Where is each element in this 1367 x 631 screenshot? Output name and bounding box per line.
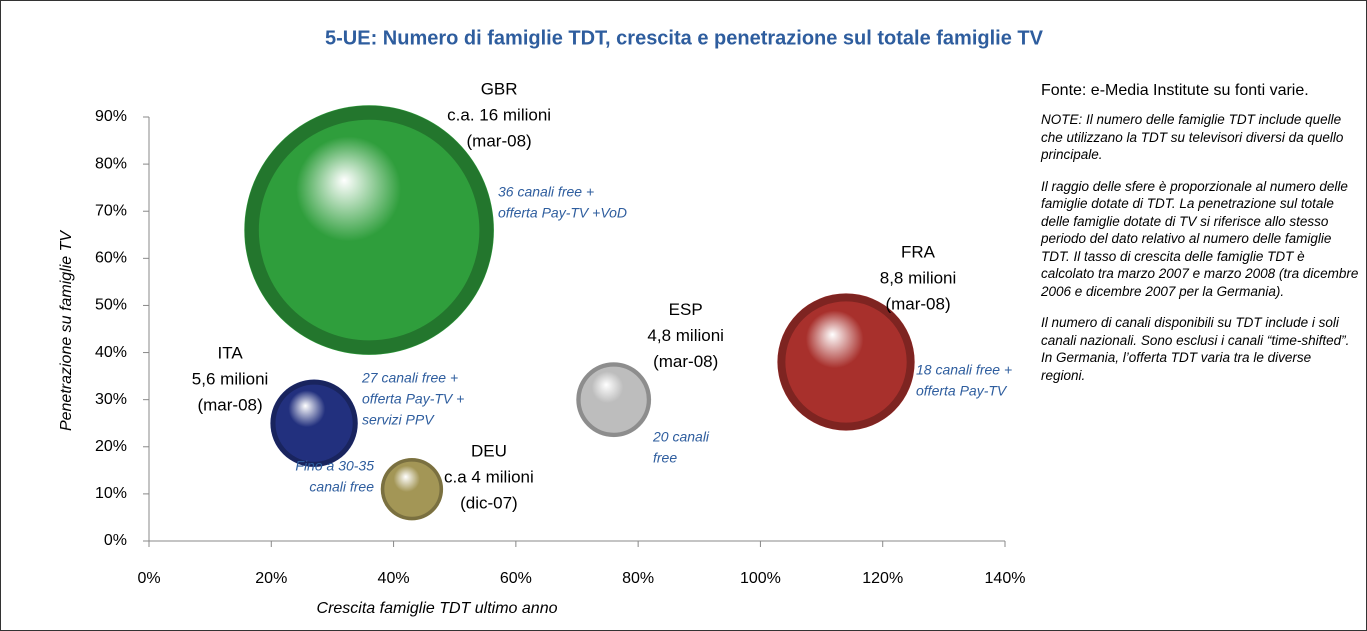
x-tick-label: 20% [255,570,287,587]
bubble [381,458,443,520]
x-tick-label: 100% [740,570,781,587]
bubble-note: Fino a 30-35 [295,458,374,474]
bubble-note: servizi PPV [362,412,435,428]
bubble-name: FRA [901,242,936,261]
bubble-date: (dic-07) [460,494,518,513]
y-tick-label: 10% [95,485,127,502]
y-axis-label: Penetrazione su famiglie TV [58,230,75,431]
bubble-note: free [653,450,677,466]
x-tick-label: 40% [378,570,410,587]
bubble-date: (mar-08) [467,132,532,151]
bubble-size-label: 4,8 milioni [647,326,724,345]
bubble-size-label: 8,8 milioni [880,268,957,287]
notes-panel: Fonte: e-Media Institute su fonti varie.… [1041,81,1359,398]
y-tick-label: 80% [95,155,127,172]
y-tick-label: 30% [95,391,127,408]
bubble [576,362,651,437]
chart-title: 5-UE: Numero di famiglie TDT, crescita e… [325,27,1044,49]
y-tick-label: 90% [95,108,127,125]
bubble-size-label: 5,6 milioni [192,370,269,389]
note: Il raggio delle sfere è proporzionale al… [1041,178,1359,301]
bubble-date: (mar-08) [197,396,262,415]
note: Il numero di canali disponibili su TDT i… [1041,314,1359,384]
x-tick-label: 140% [985,570,1026,587]
x-tick-label: 0% [137,570,160,587]
source: Fonte: e-Media Institute su fonti varie. [1041,81,1359,101]
y-tick-label: 40% [95,344,127,361]
bubble-note: 20 canali [652,429,710,445]
x-axis-label: Crescita famiglie TDT ultimo anno [317,600,558,617]
bubble-name: ESP [669,300,703,319]
bubble [777,293,914,430]
bubble-size-label: c.a. 16 milioni [447,106,551,125]
y-tick-label: 20% [95,438,127,455]
x-tick-label: 60% [500,570,532,587]
bubble-name: ITA [217,344,243,363]
page: 5-UE: Numero di famiglie TDT, crescita e… [0,0,1367,631]
bubble-note: offerta Pay-TV [916,383,1008,399]
x-tick-label: 120% [862,570,903,587]
bubble-size-label: c.a 4 milioni [444,468,534,487]
bubble-note: offerta Pay-TV + [362,391,464,407]
bubble-note: 36 canali free + [498,184,594,200]
bubble [270,380,357,467]
bubble-name: GBR [481,80,518,99]
bubble-note: offerta Pay-TV +VoD [498,205,627,221]
y-tick-label: 0% [104,532,127,549]
bubble-date: (mar-08) [653,352,718,371]
x-tick-label: 80% [622,570,654,587]
bubble-note: canali free [309,479,374,495]
y-tick-label: 50% [95,297,127,314]
y-tick-label: 70% [95,202,127,219]
bubble-note: 18 canali free + [916,362,1012,378]
bubble-note: 27 canali free + [361,370,458,386]
note: NOTE: Il numero delle famiglie TDT inclu… [1041,111,1359,164]
bubble [244,105,494,355]
y-tick-label: 60% [95,250,127,267]
bubble-name: DEU [471,442,507,461]
bubble-date: (mar-08) [885,294,950,313]
